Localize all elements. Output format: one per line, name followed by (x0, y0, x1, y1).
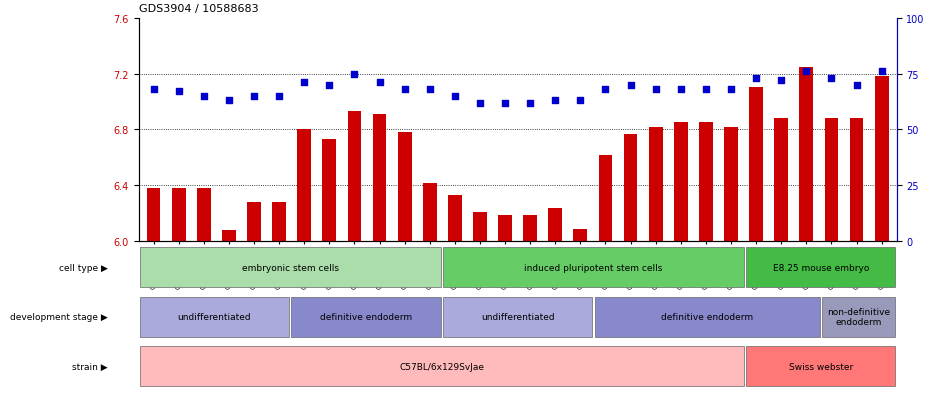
Bar (347, 112, 361, 242)
Point (749, 76, 764, 82)
Text: non-definitive
endoderm: non-definitive endoderm (827, 307, 890, 327)
Text: embryonic stem cells: embryonic stem cells (241, 263, 339, 272)
Point (222, 98, 237, 104)
Bar (548, 208, 563, 242)
Bar (724, 127, 738, 242)
Bar (398, 133, 412, 242)
Point (322, 82, 337, 89)
Text: C57BL/6x129SvJae: C57BL/6x129SvJae (400, 362, 484, 371)
Bar (139, 347, 744, 387)
Bar (291, 297, 441, 337)
Point (246, 93, 261, 100)
Bar (746, 347, 896, 387)
Bar (172, 189, 185, 242)
Text: E8.25 mouse embryo: E8.25 mouse embryo (773, 263, 869, 272)
Bar (322, 140, 336, 242)
Bar (448, 196, 461, 242)
Text: GDS3904 / 10588683: GDS3904 / 10588683 (139, 5, 258, 14)
Bar (298, 130, 311, 242)
Point (724, 87, 739, 93)
Bar (473, 212, 487, 242)
Point (649, 87, 664, 93)
Bar (850, 119, 863, 242)
Bar (649, 127, 663, 242)
Bar (822, 297, 896, 337)
Point (874, 69, 889, 76)
Text: definitive endoderm: definitive endoderm (320, 313, 412, 321)
Point (623, 82, 638, 89)
Bar (594, 297, 820, 337)
Bar (623, 134, 637, 242)
Point (698, 87, 713, 93)
Bar (598, 155, 612, 242)
Point (347, 71, 362, 78)
Text: development stage ▶: development stage ▶ (10, 313, 108, 321)
Point (397, 87, 412, 93)
Bar (749, 88, 763, 242)
Text: strain ▶: strain ▶ (72, 362, 108, 371)
Point (197, 93, 212, 100)
Point (824, 76, 839, 82)
Bar (674, 123, 688, 242)
Bar (746, 247, 896, 287)
Point (297, 80, 312, 87)
Bar (498, 215, 512, 242)
Point (271, 93, 286, 100)
Point (573, 98, 588, 104)
Bar (443, 247, 744, 287)
Point (498, 100, 513, 107)
Text: undifferentiated: undifferentiated (481, 313, 554, 321)
Text: cell type ▶: cell type ▶ (59, 263, 108, 272)
Point (798, 69, 813, 76)
Bar (139, 297, 289, 337)
Bar (423, 183, 437, 242)
Bar (523, 215, 537, 242)
Point (146, 87, 161, 93)
Bar (222, 230, 236, 242)
Text: induced pluripotent stem cells: induced pluripotent stem cells (524, 263, 663, 272)
Bar (875, 77, 888, 242)
Point (522, 100, 537, 107)
Bar (574, 229, 587, 242)
Bar (272, 203, 286, 242)
Text: Swiss webster: Swiss webster (789, 362, 853, 371)
Bar (373, 115, 387, 242)
Point (422, 87, 437, 93)
Point (673, 87, 688, 93)
Bar (147, 189, 160, 242)
Bar (774, 119, 788, 242)
Text: definitive endoderm: definitive endoderm (661, 313, 753, 321)
Bar (799, 67, 813, 242)
Bar (197, 189, 211, 242)
Bar (825, 119, 839, 242)
Point (473, 100, 488, 107)
Bar (443, 297, 592, 337)
Bar (699, 123, 713, 242)
Bar (247, 203, 261, 242)
Point (447, 93, 462, 100)
Point (372, 80, 387, 87)
Bar (139, 247, 441, 287)
Point (774, 78, 789, 84)
Text: undifferentiated: undifferentiated (178, 313, 251, 321)
Point (598, 87, 613, 93)
Point (849, 82, 864, 89)
Point (548, 98, 563, 104)
Point (171, 89, 186, 95)
